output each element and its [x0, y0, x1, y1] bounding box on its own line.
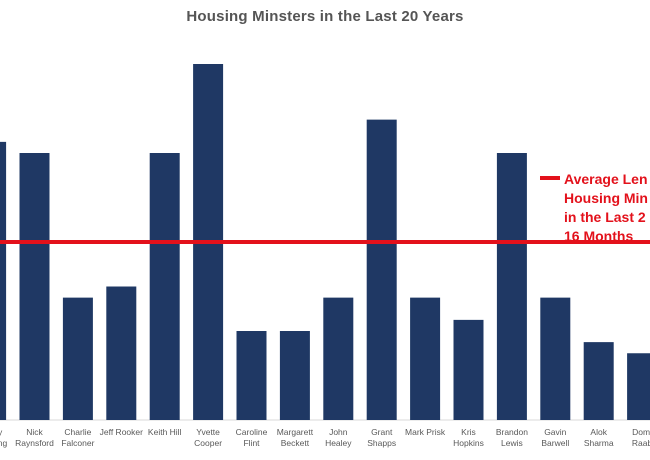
tick-label-9: Mark Prisk [405, 427, 446, 437]
bar-partial [0, 141, 7, 420]
tick-label-5: Caroline Flint [236, 427, 268, 448]
bar-14 [627, 353, 650, 420]
bar-8 [366, 119, 397, 420]
bar-9 [410, 297, 441, 420]
tick-label-8: Grant Shapps [367, 427, 396, 448]
bar-0 [19, 153, 50, 420]
tick-label-3: Keith Hill [148, 427, 182, 437]
tick-label-2: Jeff Rooker [100, 427, 143, 437]
tick-label-7: John Healey [325, 427, 352, 448]
tick-label-0: Nick Raynsford [15, 427, 54, 448]
tick-label-partial: yong [0, 427, 7, 448]
tick-label-1: Charlie Falconer [61, 427, 94, 448]
legend: Average Len Housing Min in the Last 2 16… [540, 170, 650, 246]
bar-11 [496, 153, 527, 420]
legend-swatch-average [540, 176, 560, 181]
bar-6 [279, 331, 310, 420]
bar-1 [62, 297, 93, 420]
bar-3 [149, 153, 180, 420]
tick-label-13: Alok Sharma [584, 427, 614, 448]
bar-10 [453, 319, 484, 420]
bar-7 [323, 297, 354, 420]
tick-label-12: Gavin Barwell [541, 427, 569, 448]
bar-12 [540, 297, 571, 420]
legend-label-average: Average Len Housing Min in the Last 2 16… [564, 171, 648, 244]
bar-13 [583, 342, 614, 420]
tick-label-14: DomiRaab [632, 427, 650, 448]
bar-2 [106, 286, 137, 420]
tick-label-11: Brandon Lewis [496, 427, 528, 448]
tick-label-4: Yvette Cooper [194, 427, 222, 448]
bar-5 [236, 331, 267, 420]
tick-label-6: Margarett Beckett [277, 427, 314, 448]
chart-title: Housing Minsters in the Last 20 Years [186, 8, 464, 25]
tick-label-10: Kris Hopkins [453, 427, 484, 448]
